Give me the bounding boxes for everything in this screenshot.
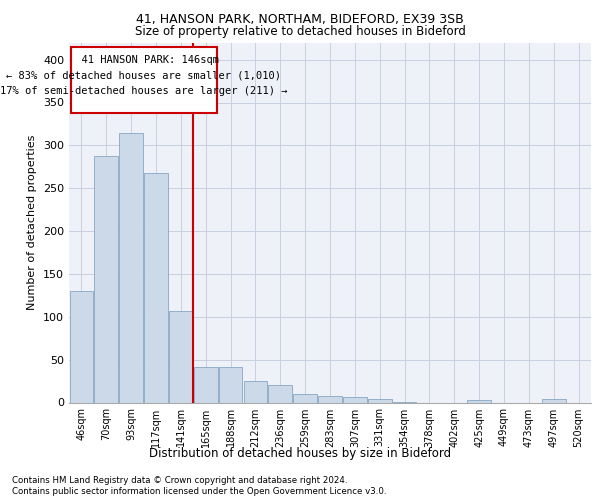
Bar bbox=[219, 368, 242, 402]
Text: Contains public sector information licensed under the Open Government Licence v3: Contains public sector information licen… bbox=[12, 487, 386, 496]
Text: 41 HANSON PARK: 146sqm: 41 HANSON PARK: 146sqm bbox=[69, 56, 219, 66]
Bar bbox=[368, 399, 392, 402]
Bar bbox=[70, 291, 93, 403]
Bar bbox=[268, 384, 292, 402]
Bar bbox=[194, 366, 218, 402]
Bar bbox=[71, 47, 217, 113]
Bar bbox=[318, 396, 342, 402]
Text: Contains HM Land Registry data © Crown copyright and database right 2024.: Contains HM Land Registry data © Crown c… bbox=[12, 476, 347, 485]
Text: Distribution of detached houses by size in Bideford: Distribution of detached houses by size … bbox=[149, 448, 451, 460]
Bar bbox=[293, 394, 317, 402]
Bar bbox=[343, 398, 367, 402]
Bar bbox=[94, 156, 118, 402]
Bar bbox=[244, 381, 267, 402]
Bar bbox=[119, 134, 143, 402]
Bar bbox=[542, 399, 566, 402]
Text: ← 83% of detached houses are smaller (1,010): ← 83% of detached houses are smaller (1,… bbox=[7, 71, 281, 81]
Bar bbox=[169, 311, 193, 402]
Text: Size of property relative to detached houses in Bideford: Size of property relative to detached ho… bbox=[134, 25, 466, 38]
Bar bbox=[144, 173, 168, 402]
Text: 17% of semi-detached houses are larger (211) →: 17% of semi-detached houses are larger (… bbox=[0, 86, 287, 96]
Bar bbox=[467, 400, 491, 402]
Text: 41, HANSON PARK, NORTHAM, BIDEFORD, EX39 3SB: 41, HANSON PARK, NORTHAM, BIDEFORD, EX39… bbox=[136, 12, 464, 26]
Y-axis label: Number of detached properties: Number of detached properties bbox=[28, 135, 37, 310]
